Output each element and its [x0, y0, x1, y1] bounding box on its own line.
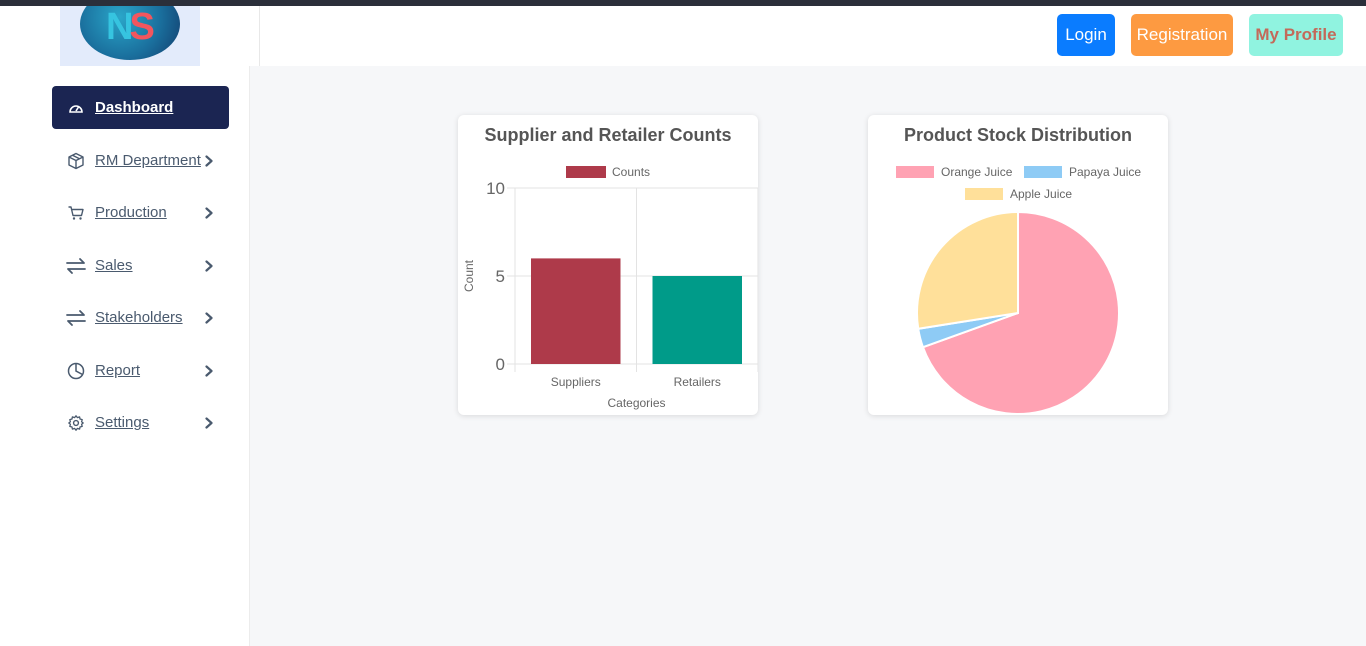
my-profile-button[interactable]: My Profile	[1249, 14, 1343, 56]
y-axis-title: Count	[462, 259, 476, 292]
pie-chart-title: Product Stock Distribution	[903, 125, 1132, 145]
chevron-right-icon	[202, 416, 216, 430]
sidebar-item-settings[interactable]: Settings	[52, 401, 229, 444]
legend-label-counts: Counts	[612, 165, 650, 179]
gear-icon	[66, 413, 86, 433]
sidebar-item-rm-department[interactable]: RM Department	[52, 139, 229, 182]
box-icon	[66, 151, 86, 171]
header-divider	[259, 6, 260, 66]
x-tick-label: Suppliers	[551, 375, 601, 389]
bar-chart: Counts 0 5 10 Suppliers Retailers Categories Co…	[462, 165, 758, 410]
cart-icon	[66, 203, 86, 223]
legend-swatch-apple-juice	[965, 188, 1003, 200]
logo[interactable]: NS	[60, 6, 200, 66]
top-header: NS Login Registration My Profile	[0, 6, 1366, 66]
y-tick-label: 10	[486, 179, 505, 198]
sidebar-item-label: RM Department	[95, 152, 201, 169]
pie-slice-orange-juice	[921, 210, 1120, 415]
x-tick-label: Retailers	[674, 375, 721, 389]
sidebar-item-report[interactable]: Report	[52, 349, 229, 392]
legend-label-papaya-juice: Papaya Juice	[1069, 165, 1141, 179]
sidebar-item-label: Settings	[95, 414, 150, 431]
bar-retailers	[652, 276, 742, 364]
login-button[interactable]: Login	[1057, 14, 1115, 56]
legend-label-apple-juice: Apple Juice	[1010, 187, 1072, 201]
arrows-exchange-icon	[66, 256, 86, 276]
sidebar: Dashboard RM Department Production Sales	[0, 66, 250, 646]
chevron-right-icon	[202, 364, 216, 378]
sidebar-item-stakeholders[interactable]: Stakeholders	[52, 296, 229, 339]
window-top-strip	[0, 0, 1366, 6]
registration-button[interactable]: Registration	[1131, 14, 1233, 56]
chevron-right-icon	[202, 259, 216, 273]
x-axis-title: Categories	[607, 396, 665, 410]
bar-chart-title: Supplier and Retailer Counts	[484, 125, 732, 145]
sidebar-item-label: Report	[95, 362, 141, 379]
legend-swatch-orange-juice	[896, 166, 934, 178]
y-tick-label: 0	[496, 355, 505, 374]
arrows-exchange-icon	[66, 308, 86, 328]
legend-label-orange-juice: Orange Juice	[941, 165, 1013, 179]
pie-chart: Orange Juice Papaya Juice Apple Juice	[896, 165, 1141, 415]
chevron-right-icon	[202, 206, 216, 220]
y-tick-label: 5	[496, 267, 505, 286]
sidebar-item-production[interactable]: Production	[52, 191, 229, 234]
legend-swatch-counts	[566, 166, 606, 178]
pie-chart-card: Product Stock Distribution Orange Juice P…	[868, 115, 1168, 415]
sidebar-item-label: Sales	[95, 257, 133, 274]
sidebar-item-label: Dashboard	[95, 99, 174, 116]
bar-suppliers	[531, 258, 621, 364]
gauge-icon	[66, 98, 86, 118]
pie-slice-apple-juice	[916, 210, 1019, 330]
sidebar-item-sales[interactable]: Sales	[52, 244, 229, 287]
main-content	[250, 66, 1366, 646]
chevron-right-icon	[202, 154, 216, 168]
logo-text: NS	[106, 6, 155, 49]
pie-chart-icon	[66, 361, 86, 381]
logo-letter-n: N	[106, 6, 134, 48]
chevron-right-icon	[202, 311, 216, 325]
logo-letter-s: S	[129, 6, 154, 48]
legend-swatch-papaya-juice	[1024, 166, 1062, 178]
bar-chart-card: Supplier and Retailer Counts Counts 0 5 10 S…	[458, 115, 758, 415]
sidebar-item-label: Production	[95, 204, 167, 221]
sidebar-item-dashboard[interactable]: Dashboard	[52, 86, 229, 129]
sidebar-item-label: Stakeholders	[95, 309, 183, 326]
